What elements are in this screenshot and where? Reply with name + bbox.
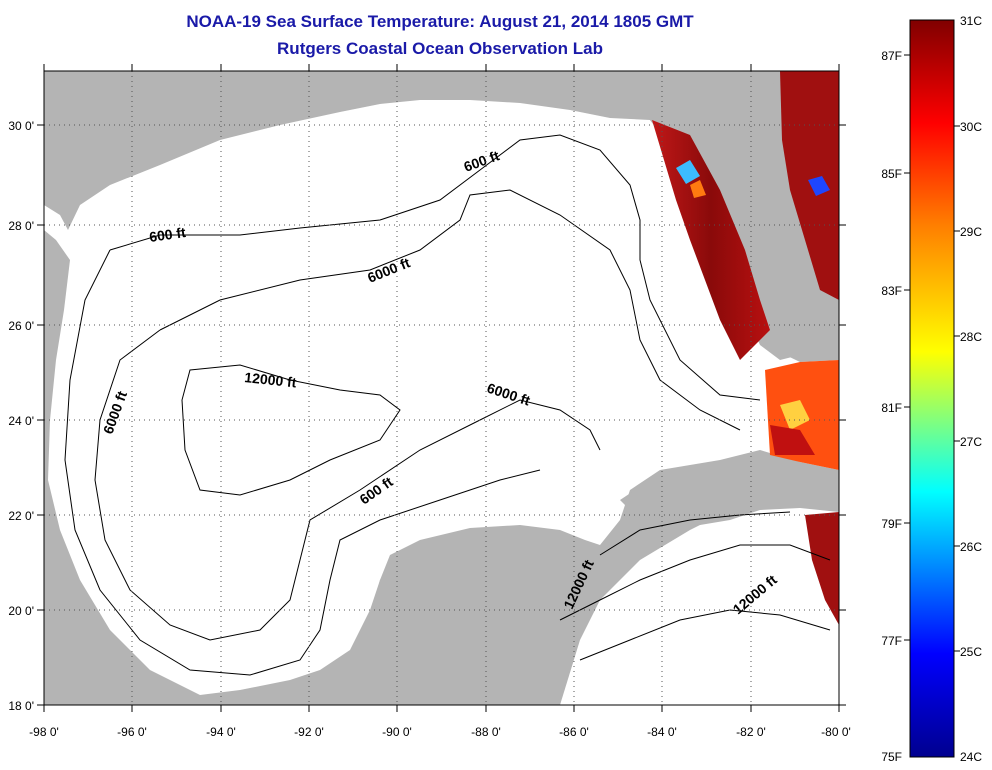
lon-label: -94 0' [206, 725, 236, 739]
sst-straits-yellow [780, 400, 810, 430]
contour-label: 12000 ft [244, 369, 298, 390]
contour-label: 600 ft [148, 224, 187, 245]
lon-label: -80 0' [821, 725, 851, 739]
map-subtitle: Rutgers Coastal Ocean Observation Lab [277, 39, 603, 58]
lat-label: 30 0' [8, 119, 34, 133]
colorbar-c-label: 31C [960, 14, 982, 28]
caribbean-water [560, 500, 839, 705]
colorbar-f-label: 87F [881, 49, 902, 63]
graticule [44, 71, 839, 705]
contour-6000ft-north [159, 189, 741, 431]
contour-12000ft [181, 364, 401, 496]
colorbar-f-label: 83F [881, 284, 902, 298]
lat-label: 28 0' [8, 219, 34, 233]
contour-6000ft-west [94, 329, 601, 641]
yucatan-landmass [330, 535, 560, 705]
colorbar-f-label: 79F [881, 517, 902, 531]
colorbar-f-label: 77F [881, 634, 902, 648]
contour-cuba-shelf [599, 511, 791, 556]
colorbar-c-label: 24C [960, 750, 982, 764]
sst-swath-cuba-east [805, 512, 839, 625]
lat-label: 22 0' [8, 509, 34, 523]
sst-swath-west-florida [652, 120, 770, 360]
lon-label: -98 0' [29, 725, 59, 739]
colorbar-f-label: 85F [881, 167, 902, 181]
longitude-labels: -98 0' -96 0' -94 0' -92 0' -90 0' -88 0… [29, 725, 851, 739]
lat-label: 18 0' [8, 699, 34, 713]
lon-label: -96 0' [117, 725, 147, 739]
colorbar-c-label: 28C [960, 330, 982, 344]
map-area: 600 ft 600 ft 6000 ft 12000 ft 6000 ft 6… [44, 71, 839, 705]
colorbar-c-label: 27C [960, 435, 982, 449]
lon-label: -84 0' [647, 725, 677, 739]
contour-600ft-west [64, 249, 541, 676]
lat-label: 20 0' [8, 604, 34, 618]
axis-ticks [37, 64, 846, 712]
colorbar-f-label: 81F [881, 401, 902, 415]
colorbar-c-label: 26C [960, 540, 982, 554]
map-border [43, 70, 840, 706]
sst-swath-east-florida [780, 71, 839, 300]
colorbar-c-label: 30C [960, 120, 982, 134]
lon-label: -92 0' [294, 725, 324, 739]
colorbar-c-label: 25C [960, 645, 982, 659]
colorbar-f-label: 75F [881, 750, 902, 764]
lat-label: 24 0' [8, 414, 34, 428]
colorbar-c-label: 29C [960, 225, 982, 239]
lon-label: -86 0' [559, 725, 589, 739]
latitude-labels: 18 0' 20 0' 22 0' 24 0' 26 0' 28 0' 30 0… [8, 119, 34, 713]
contour-12000ft-caribbean [559, 544, 831, 621]
colorbar: 31C 30C 29C 28C 27C 26C 25C 24C 87F 85F … [881, 14, 982, 764]
map-title: NOAA-19 Sea Surface Temperature: August … [186, 12, 694, 31]
lon-label: -88 0' [471, 725, 501, 739]
colorbar-gradient [909, 19, 955, 758]
contour-12000ft-caribbean-2 [579, 609, 831, 661]
sst-cool-patch [676, 160, 700, 184]
lon-label: -82 0' [736, 725, 766, 739]
sst-warm-patch [690, 180, 706, 198]
sst-cool-patch-east [808, 176, 830, 196]
lat-label: 26 0' [8, 319, 34, 333]
cuba-landmass [620, 465, 839, 525]
contour-600ft-north [109, 134, 761, 401]
bathymetry-contours [64, 134, 831, 676]
sst-straits-red [770, 425, 815, 455]
lon-label: -90 0' [382, 725, 412, 739]
